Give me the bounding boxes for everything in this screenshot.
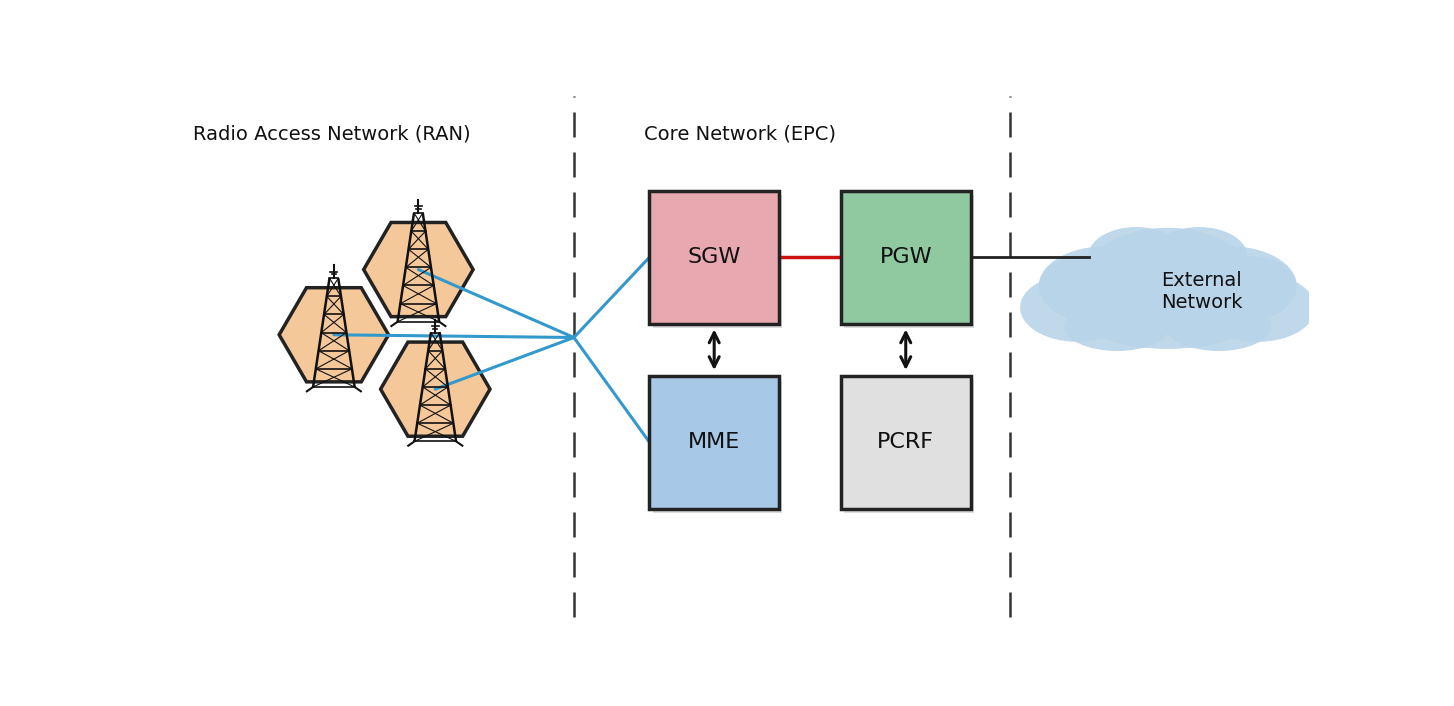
Ellipse shape — [1064, 302, 1169, 351]
Text: Core Network (EPC): Core Network (EPC) — [644, 124, 836, 143]
Ellipse shape — [1163, 246, 1297, 325]
FancyBboxPatch shape — [650, 191, 779, 324]
FancyBboxPatch shape — [845, 195, 974, 328]
Ellipse shape — [1152, 227, 1248, 285]
Ellipse shape — [1038, 246, 1173, 325]
Ellipse shape — [1088, 227, 1184, 285]
Text: PGW: PGW — [880, 247, 932, 268]
Ellipse shape — [1166, 302, 1271, 351]
Ellipse shape — [1082, 288, 1253, 349]
FancyBboxPatch shape — [840, 376, 971, 509]
Text: SGW: SGW — [688, 247, 742, 268]
Ellipse shape — [1210, 256, 1296, 310]
FancyBboxPatch shape — [653, 195, 782, 328]
FancyBboxPatch shape — [840, 191, 971, 324]
Polygon shape — [279, 288, 388, 382]
Text: MME: MME — [688, 432, 740, 452]
Text: External
Network: External Network — [1160, 271, 1242, 312]
Polygon shape — [381, 342, 490, 436]
Ellipse shape — [1086, 228, 1249, 322]
Ellipse shape — [1201, 273, 1316, 342]
Text: Radio Access Network (RAN): Radio Access Network (RAN) — [193, 124, 471, 143]
Ellipse shape — [1040, 256, 1127, 310]
Polygon shape — [364, 222, 473, 316]
FancyBboxPatch shape — [653, 380, 782, 513]
FancyBboxPatch shape — [650, 376, 779, 509]
Text: PCRF: PCRF — [877, 432, 935, 452]
Ellipse shape — [1021, 273, 1136, 342]
FancyBboxPatch shape — [845, 380, 974, 513]
